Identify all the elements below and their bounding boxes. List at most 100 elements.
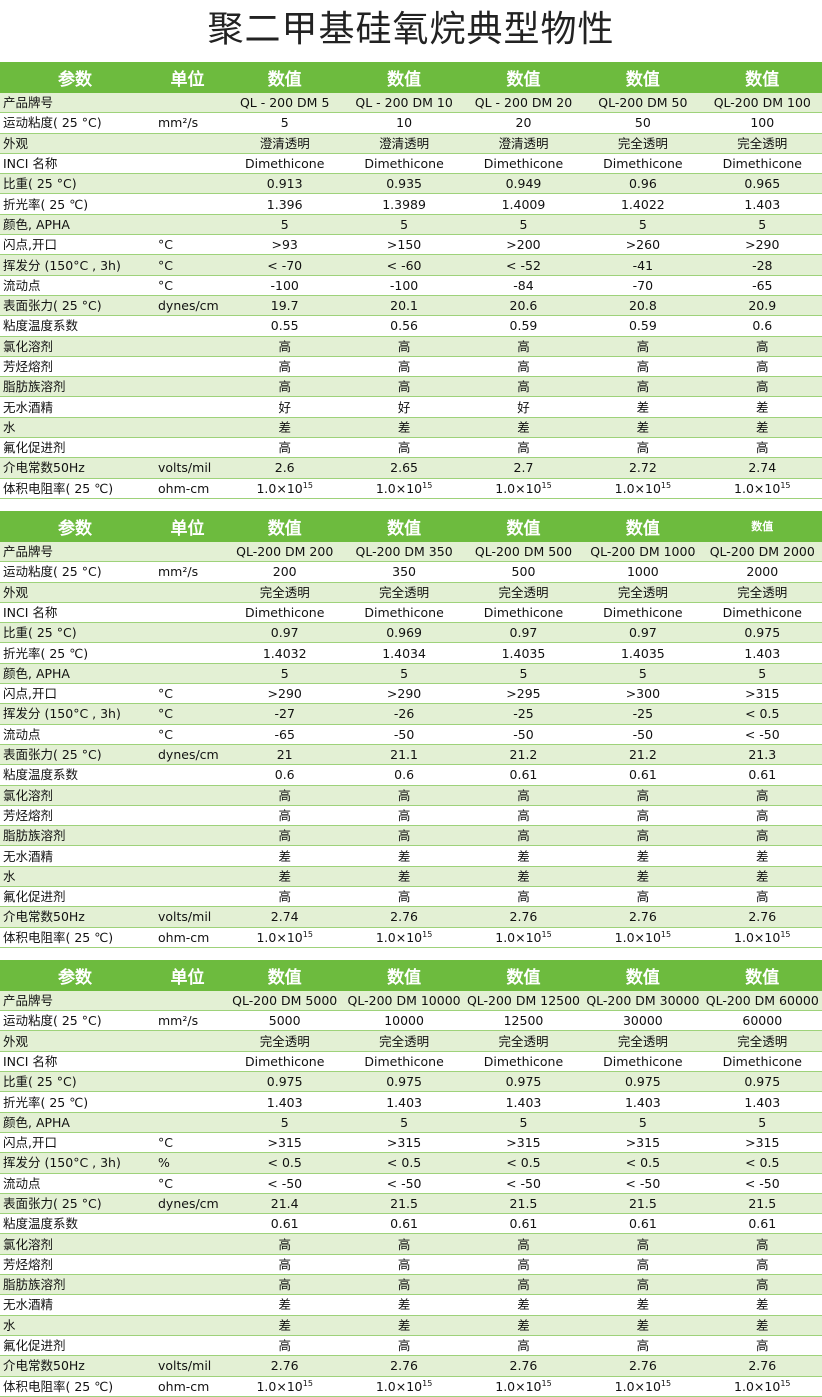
value-cell: 高 [583, 376, 703, 398]
value-cell: 高 [702, 1254, 822, 1276]
value-cell: 高 [225, 785, 345, 806]
header-value: 数值 [225, 62, 345, 93]
value-cell: 21.1 [344, 744, 464, 766]
param-label: 折光率( 25 ℃) [0, 1091, 150, 1113]
value-cell: 高 [583, 1274, 703, 1296]
value-cell: -65 [225, 724, 345, 745]
exponent: 15 [422, 1378, 433, 1388]
value-cell: 高 [702, 1335, 822, 1357]
value-cell: 5 [583, 1112, 703, 1133]
table-row: 水差差差差差 [0, 866, 822, 887]
value-cell: 差 [344, 1294, 464, 1316]
value-cell: 差 [463, 417, 584, 439]
param-label: 产品牌号 [0, 93, 150, 114]
param-label: 闪点,开口 [0, 234, 150, 256]
value-cell: 完全透明 [583, 1030, 703, 1052]
value-cell: 2000 [702, 561, 822, 583]
value-cell: 差 [583, 396, 703, 418]
table-row: 产品牌号 QL-200 DM 200 QL-200 DM 350 QL-200 DM … [0, 541, 822, 563]
value-cell: -84 [463, 275, 584, 296]
param-label: 折光率( 25 ℃) [0, 642, 150, 664]
value-cell: 澄清透明 [463, 133, 584, 154]
table-row: 粘度温度系数 0.6 0.6 0.61 0.61 0.61 [0, 764, 822, 786]
unit-cell [150, 1233, 225, 1255]
value-cell: QL-200 DM 10000 [344, 990, 464, 1012]
value-cell: 0.61 [702, 764, 822, 786]
value-cell: 澄清透明 [225, 133, 345, 154]
header-value: 数值 [702, 510, 822, 542]
value-cell: 0.975 [225, 1071, 345, 1093]
header-param: 参数 [0, 510, 150, 542]
header-unit: 单位 [150, 959, 225, 991]
value-cell: 1000 [583, 561, 703, 583]
value-cell: 21 [225, 744, 345, 766]
property-table: 参数 单位 数值 数值 数值 数值 数值 产品牌号 QL-200 DM 200 QL-200 DM… [0, 510, 822, 948]
property-table: 参数 单位 数值 数值 数值 数值 数值 产品牌号 QL-200 DM 5000 QL-200 D… [0, 959, 822, 1397]
value-cell: -28 [702, 254, 822, 276]
value-cell: < -50 [702, 1173, 822, 1194]
table-row: INCI 名称 Dimethicone Dimethicone Dimethicone… [0, 1051, 822, 1073]
value-cell: < -50 [702, 724, 822, 745]
value-cell: 高 [463, 805, 584, 827]
value-cell: 20 [463, 112, 584, 134]
value-cell: 0.55 [225, 315, 345, 337]
param-label: 颜色, APHA [0, 214, 150, 236]
value-cell: 澄清透明 [344, 133, 464, 154]
value-cell: >295 [463, 683, 584, 705]
value-cell: 0.935 [344, 173, 464, 195]
value-cell: 20.9 [702, 295, 822, 317]
param-label: INCI 名称 [0, 602, 150, 624]
value-cell: 高 [702, 825, 822, 847]
value-cell: 高 [344, 1274, 464, 1296]
value-cell: Dimethicone [702, 153, 822, 175]
value-cell: < -50 [463, 1173, 584, 1194]
value-cell: 0.61 [463, 1213, 584, 1235]
value-cell: 高 [583, 805, 703, 827]
value-cell: 高 [583, 437, 703, 459]
table-row: 无水酒精好好好差差 [0, 396, 822, 418]
value-cell: 5000 [225, 1010, 345, 1032]
value-cell: 20.6 [463, 295, 584, 317]
value-cell: 5 [344, 663, 464, 685]
header-value: 数值 [344, 510, 464, 542]
value-cell: 1.0×1015 [463, 927, 584, 948]
unit-cell: % [150, 1152, 225, 1174]
value-cell: -26 [344, 703, 464, 725]
unit-cell: mm²/s [150, 1010, 225, 1032]
unit-cell [150, 805, 225, 827]
unit-cell [150, 336, 225, 357]
unit-cell: volts/mil [150, 457, 225, 479]
value-cell: 21.2 [583, 744, 703, 766]
value-cell: 0.969 [344, 622, 464, 644]
param-label: 产品牌号 [0, 541, 150, 563]
param-label: 流动点 [0, 724, 150, 745]
value-cell: 1.0×1015 [225, 478, 345, 499]
param-label: 无水酒精 [0, 396, 150, 418]
value-cell: 高 [463, 1335, 584, 1357]
value-cell: 0.975 [344, 1071, 464, 1093]
value-cell: 高 [583, 825, 703, 847]
value-cell: Dimethicone [344, 1051, 464, 1073]
value-cell: 2.76 [463, 1355, 584, 1377]
param-label: 闪点,开口 [0, 1132, 150, 1154]
unit-cell: °C [150, 703, 225, 725]
value-cell: 高 [344, 1233, 464, 1255]
unit-cell [150, 886, 225, 908]
param-label: 水 [0, 1315, 150, 1336]
value-cell: 2.76 [702, 906, 822, 928]
table-row: 运动粘度( 25 °C) mm²/s 5000 10000 12500 30000 6000… [0, 1010, 822, 1032]
value-cell: 高 [702, 1274, 822, 1296]
property-tables: 参数 单位 数值 数值 数值 数值 数值 产品牌号 QL - 200 DM 5 QL - 200 … [0, 62, 822, 1397]
value-cell: >200 [463, 234, 584, 256]
unit-cell: °C [150, 275, 225, 296]
value-cell: 高 [344, 336, 464, 357]
value-cell: 1.0×1015 [702, 1376, 822, 1397]
value-cell: >93 [225, 234, 345, 256]
unit-cell: °C [150, 234, 225, 256]
table-row: 体积电阻率( 25 ℃) ohm-cm 1.0×1015 1.0×1015 1.0×10… [0, 927, 822, 948]
value-cell: 5 [463, 1112, 584, 1133]
table-row: 外观 完全透明 完全透明 完全透明 完全透明 完全透明 [0, 1030, 822, 1052]
unit-cell [150, 866, 225, 887]
exponent: 15 [780, 1378, 791, 1388]
header-value: 数值 [225, 510, 345, 542]
